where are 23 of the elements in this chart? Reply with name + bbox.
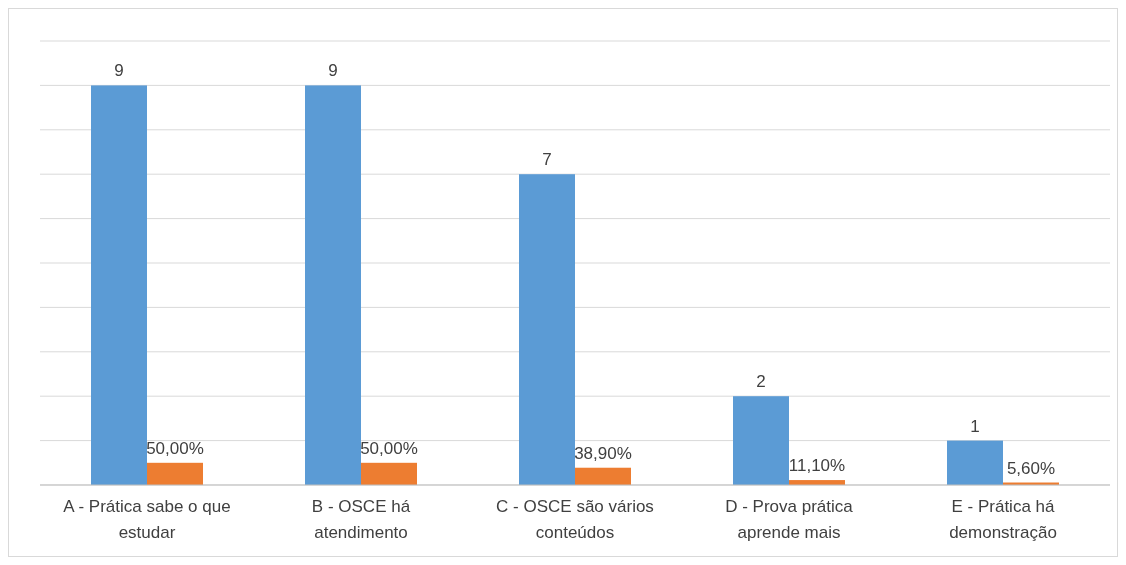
- bar: [147, 462, 203, 485]
- bar: [91, 85, 147, 485]
- bar: [519, 174, 575, 485]
- bar: [575, 467, 631, 485]
- bar: [361, 462, 417, 485]
- data-label: 50,00%: [360, 438, 418, 458]
- x-tick-label: A - Prática sabe o que estudar: [63, 497, 231, 542]
- data-label: 9: [328, 61, 338, 81]
- data-label: 7: [542, 150, 552, 170]
- bar: [733, 396, 789, 485]
- data-label: 2: [756, 372, 766, 392]
- x-tick-label: E - Prática há demonstração: [949, 497, 1057, 542]
- x-tick-label: B - OSCE há atendimento: [311, 497, 411, 542]
- data-label: 5,60%: [1006, 458, 1056, 478]
- data-label: 11,10%: [788, 456, 846, 476]
- data-label: 9: [114, 61, 124, 81]
- data-label: 50,00%: [146, 438, 204, 458]
- x-tick-label: D - Prova prática aprende mais: [725, 497, 854, 542]
- data-label: 38,90%: [574, 443, 632, 463]
- bar: [947, 440, 1003, 485]
- bar: [305, 85, 361, 485]
- data-label: 1: [970, 416, 980, 436]
- x-tick-label: C - OSCE são vários conteúdos: [496, 497, 654, 542]
